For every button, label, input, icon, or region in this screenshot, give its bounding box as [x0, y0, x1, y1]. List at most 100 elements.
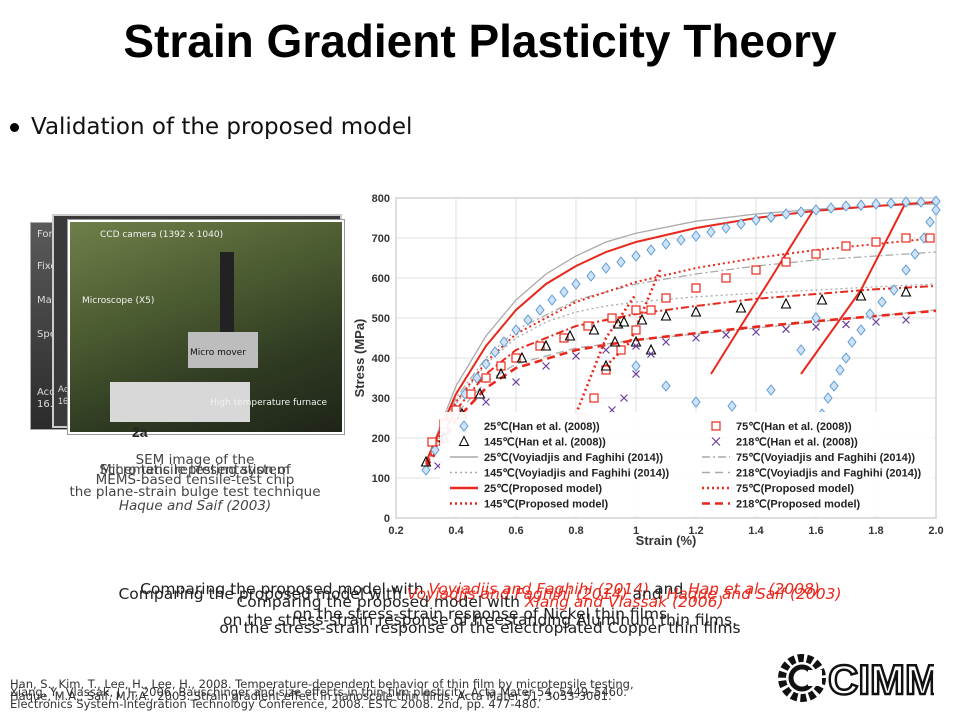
data-point [766, 384, 776, 396]
data-point [877, 296, 887, 308]
data-point [901, 233, 911, 243]
data-point [872, 318, 880, 326]
data-point [916, 196, 926, 208]
data-point [780, 297, 792, 309]
cimm-logo: CIMM [778, 654, 934, 704]
data-point [910, 248, 920, 260]
photo-label: High temperature furnace [210, 398, 328, 408]
caption-line: Haque and Saif (2003) [118, 498, 272, 514]
legend-label: 75℃(Voyiadjis and Faghihi (2014)) [736, 452, 915, 464]
data-point [588, 323, 600, 335]
bullet-text: Validation of the proposed model [31, 114, 413, 140]
y-axis-label: Stress (MPa) [352, 319, 367, 398]
caption-text: Comparing the proposed model with [140, 580, 429, 598]
data-point [823, 392, 833, 404]
caption-line: MEMS-based tensile-test chip [95, 472, 295, 488]
bottom-caption: on the stress-strain response of Nickel … [292, 605, 668, 623]
stress-strain-chart: 0 100 200 300 400 500 600 700 800 0.2 0.4 0.6 0.8 1 1.… [352, 193, 944, 548]
y-tick-label: 0 [384, 513, 390, 525]
bullet-dot-icon [10, 122, 19, 132]
series-line [424, 309, 937, 469]
data-point [559, 286, 569, 298]
x-tick-label: 1.2 [688, 525, 703, 537]
reference-line: Xiang, Y., Vlassak, J. J., 2006. Bauschi… [10, 685, 627, 699]
x-tick-label: 1.8 [868, 525, 883, 537]
data-point [856, 324, 866, 336]
legend-label: 145℃(Voyiadjis and Faghihi (2014)) [484, 468, 669, 480]
y-tick-label: 300 [372, 393, 390, 405]
series-line [605, 269, 662, 367]
data-point [901, 196, 911, 208]
caption-text: and [627, 585, 667, 603]
legend-box [440, 412, 934, 516]
data-point [842, 320, 850, 329]
bottom-caption: on the stress-strain response of freesta… [222, 611, 738, 629]
data-point [900, 285, 912, 297]
data-point [865, 308, 875, 320]
data-point [925, 233, 935, 243]
legend-label: 25℃(Han et al. (2008)) [484, 421, 600, 433]
data-point [609, 335, 621, 347]
data-point [692, 334, 700, 342]
photo-label: CCD camera (1392 x 1040) [100, 230, 224, 240]
data-point [902, 316, 910, 324]
data-point [722, 330, 730, 339]
data-point [472, 372, 482, 384]
data-point [841, 352, 851, 364]
x-tick-label: 1.4 [748, 525, 764, 537]
data-point [690, 305, 702, 317]
data-point [752, 328, 760, 336]
data-point [856, 199, 866, 212]
data-point [620, 394, 628, 402]
legend-label: 145℃(Han et al. (2008)) [484, 437, 606, 449]
data-point [571, 278, 581, 290]
x-tick-label: 0.2 [388, 525, 403, 537]
data-point [421, 464, 431, 476]
x-tick-label: 2.0 [928, 525, 943, 537]
y-tick-label: 500 [372, 313, 390, 325]
x-tick-label: 1.6 [808, 525, 823, 537]
reference-line: Haque, M.A., Saif, M.T.A., 2003. Strain … [10, 689, 612, 703]
data-point [811, 204, 821, 216]
data-point [646, 305, 656, 315]
data-point [632, 370, 640, 378]
legend-label: 25℃(Voyiadjis and Faghihi (2014)) [484, 452, 663, 464]
bullet-item: Validation of the proposed model [10, 114, 412, 140]
data-point [901, 264, 911, 276]
data-point [871, 198, 881, 210]
x-tick-label: 0.6 [508, 525, 523, 537]
data-point [535, 304, 545, 316]
data-point [540, 339, 552, 351]
legend-label: 25℃(Proposed model) [484, 483, 602, 495]
data-point [466, 389, 476, 399]
caption-text: Comparing the proposed model with [118, 585, 407, 603]
caption-text: Comparing the proposed model with [236, 593, 525, 611]
data-point [542, 362, 550, 370]
data-point [811, 249, 821, 259]
y-tick-label: 100 [372, 473, 390, 485]
data-point [661, 238, 671, 250]
data-point [811, 312, 821, 324]
data-point [721, 222, 731, 234]
caption-text: and [649, 580, 689, 598]
x-tick-label: 1 [633, 525, 639, 537]
series-line [574, 293, 638, 415]
reference-line: Electronics System-Integration Technolog… [10, 697, 541, 711]
legend-label: 218℃(Han et al. (2008)) [736, 437, 858, 449]
legend-label: 75℃(Han et al. (2008)) [736, 421, 852, 433]
legend-label: 218℃(Voyiadjis and Faghihi (2014)) [736, 468, 921, 480]
data-point [661, 380, 671, 392]
gear-icon [778, 654, 826, 702]
caption-citation: Voyiadjis and Faghihi (2014) [406, 585, 628, 603]
data-point [616, 345, 626, 355]
legend-marker [459, 420, 469, 432]
bottom-caption: on the stress-strain response of the ele… [219, 619, 741, 637]
data-point [602, 346, 610, 354]
data-point [812, 322, 820, 331]
data-point [841, 241, 851, 251]
series-line [710, 205, 817, 375]
data-point [631, 305, 641, 315]
data-point [618, 315, 630, 327]
caption-line: Schematic representation of [99, 462, 291, 478]
caption-citation: Haque and Saif (2003) [666, 585, 842, 603]
